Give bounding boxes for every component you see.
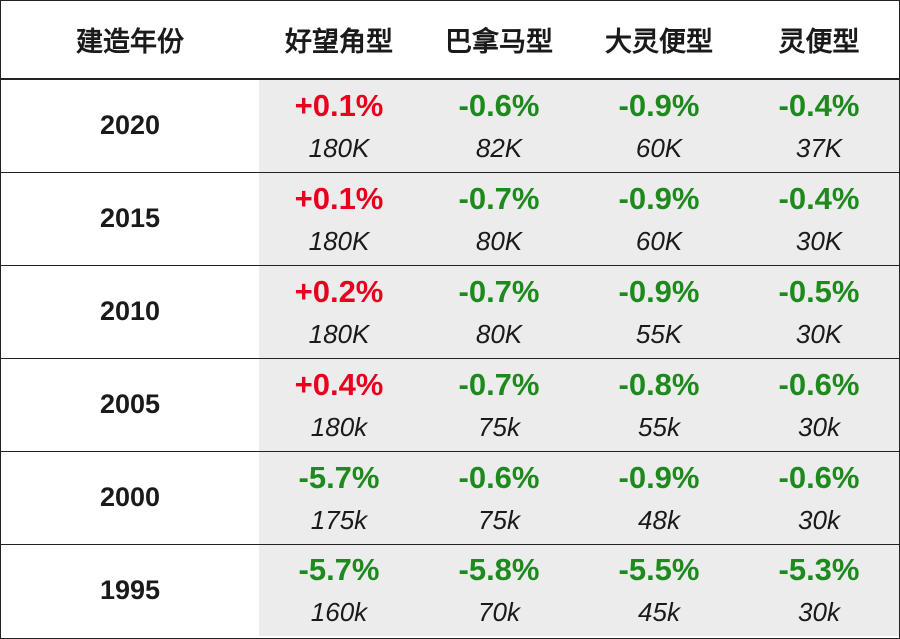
- value-cell: -0.7% 80K: [419, 171, 579, 265]
- percent-change-label: +0.4%: [294, 366, 384, 402]
- table-body: 2020 +0.1% 180K -0.6% 82K -0.9% 60K -0.4% 37K 201…: [1, 79, 899, 636]
- tonnage-label: 30K: [795, 225, 843, 256]
- tonnage-label: 180k: [310, 411, 368, 442]
- percent-change-label: -0.9%: [618, 180, 700, 216]
- table-row: 2000 -5.7% 175k -0.6% 75k -0.9% 48k -0.6% 30k: [1, 450, 899, 544]
- tonnage-label: 180K: [308, 318, 370, 349]
- tonnage-label: 180K: [308, 132, 370, 163]
- percent-change-label: -0.9%: [618, 273, 700, 309]
- value-cell: -0.6% 75k: [419, 450, 579, 544]
- percent-change-label: -0.9%: [618, 87, 700, 123]
- percent-change-label: -0.6%: [778, 366, 860, 402]
- percent-change-label: -5.8%: [458, 552, 540, 588]
- build-year-cell: 2020: [1, 79, 259, 172]
- percent-change-label: +0.1%: [294, 180, 384, 216]
- value-cell: -0.6% 30k: [739, 357, 899, 451]
- tonnage-label: 70k: [478, 597, 520, 628]
- percent-change-label: -0.6%: [458, 87, 540, 123]
- value-cell: -0.6% 30k: [739, 450, 899, 544]
- value-cell: +0.1% 180K: [259, 79, 419, 172]
- value-cell: +0.4% 180k: [259, 357, 419, 451]
- tonnage-label: 55k: [638, 411, 680, 442]
- value-cell: -0.7% 80K: [419, 264, 579, 358]
- build-year-cell: 2000: [1, 450, 259, 544]
- table-row: 2020 +0.1% 180K -0.6% 82K -0.9% 60K -0.4% 37K: [1, 79, 899, 172]
- value-cell: -0.9% 48k: [579, 450, 739, 544]
- value-cell: +0.2% 180K: [259, 264, 419, 358]
- tonnage-label: 75k: [478, 504, 520, 535]
- percent-change-label: -0.5%: [778, 273, 860, 309]
- value-cell: -0.4% 37K: [739, 79, 899, 172]
- value-cell: -0.9% 55K: [579, 264, 739, 358]
- tonnage-label: 55K: [635, 318, 683, 349]
- percent-change-label: -0.9%: [618, 459, 700, 495]
- tonnage-label: 30k: [798, 597, 840, 628]
- tonnage-label: 160k: [310, 597, 368, 628]
- value-cell: -0.9% 60K: [579, 171, 739, 265]
- tonnage-label: 60K: [635, 132, 683, 163]
- value-cell: -0.6% 82K: [419, 79, 579, 172]
- percent-change-label: -0.8%: [618, 366, 700, 402]
- value-cell: -0.7% 75k: [419, 357, 579, 451]
- value-cell: -5.3% 30k: [739, 543, 899, 636]
- tonnage-label: 80K: [475, 225, 523, 256]
- tonnage-label: 30k: [798, 504, 840, 535]
- header-row: 建造年份 好望角型 巴拿马型 大灵便型 灵便型: [1, 1, 899, 80]
- percent-change-label: -0.4%: [778, 180, 860, 216]
- tonnage-label: 45k: [638, 597, 680, 628]
- column-header-capesize: 好望角型: [259, 1, 419, 80]
- column-header-build-year: 建造年份: [1, 1, 259, 80]
- build-year-cell: 1995: [1, 543, 259, 636]
- value-cell: -5.8% 70k: [419, 543, 579, 636]
- tonnage-label: 82K: [475, 132, 523, 163]
- table-row: 2010 +0.2% 180K -0.7% 80K -0.9% 55K -0.5% 30K: [1, 264, 899, 358]
- table-row: 2015 +0.1% 180K -0.7% 80K -0.9% 60K -0.4% 30K: [1, 171, 899, 265]
- build-year-cell: 2010: [1, 264, 259, 358]
- percent-change-label: -0.6%: [778, 459, 860, 495]
- percent-change-label: -5.7%: [298, 552, 380, 588]
- tonnage-label: 75k: [478, 411, 520, 442]
- percent-change-label: -0.4%: [778, 87, 860, 123]
- value-cell: -0.5% 30K: [739, 264, 899, 358]
- tonnage-label: 48k: [638, 504, 680, 535]
- column-header-panamax: 巴拿马型: [419, 1, 579, 80]
- percent-change-label: +0.2%: [294, 273, 384, 309]
- percent-change-label: -0.7%: [458, 180, 540, 216]
- tonnage-label: 30K: [795, 318, 843, 349]
- table-row: 1995 -5.7% 160k -5.8% 70k -5.5% 45k -5.3% 30k: [1, 543, 899, 636]
- value-cell: -5.7% 175k: [259, 450, 419, 544]
- build-year-cell: 2005: [1, 357, 259, 451]
- value-cell: -5.5% 45k: [579, 543, 739, 636]
- percent-change-label: -0.7%: [458, 273, 540, 309]
- tonnage-label: 60K: [635, 225, 683, 256]
- value-cell: -5.7% 160k: [259, 543, 419, 636]
- percent-change-label: +0.1%: [294, 87, 384, 123]
- value-cell: -0.9% 60K: [579, 79, 739, 172]
- column-header-handysize: 灵便型: [739, 1, 899, 80]
- tonnage-label: 37K: [795, 132, 843, 163]
- tonnage-label: 30k: [798, 411, 840, 442]
- percent-change-label: -5.5%: [618, 552, 700, 588]
- tonnage-label: 80K: [475, 318, 523, 349]
- percent-change-label: -0.7%: [458, 366, 540, 402]
- tonnage-label: 180K: [308, 225, 370, 256]
- percent-change-label: -0.6%: [458, 459, 540, 495]
- column-header-supramax: 大灵便型: [579, 1, 739, 80]
- value-cell: -0.4% 30K: [739, 171, 899, 265]
- percent-change-label: -5.7%: [298, 459, 380, 495]
- tonnage-label: 175k: [310, 504, 368, 535]
- value-cell: -0.8% 55k: [579, 357, 739, 451]
- build-year-cell: 2015: [1, 171, 259, 265]
- table-row: 2005 +0.4% 180k -0.7% 75k -0.8% 55k -0.6% 30k: [1, 357, 899, 451]
- value-cell: +0.1% 180K: [259, 171, 419, 265]
- percent-change-label: -5.3%: [778, 552, 860, 588]
